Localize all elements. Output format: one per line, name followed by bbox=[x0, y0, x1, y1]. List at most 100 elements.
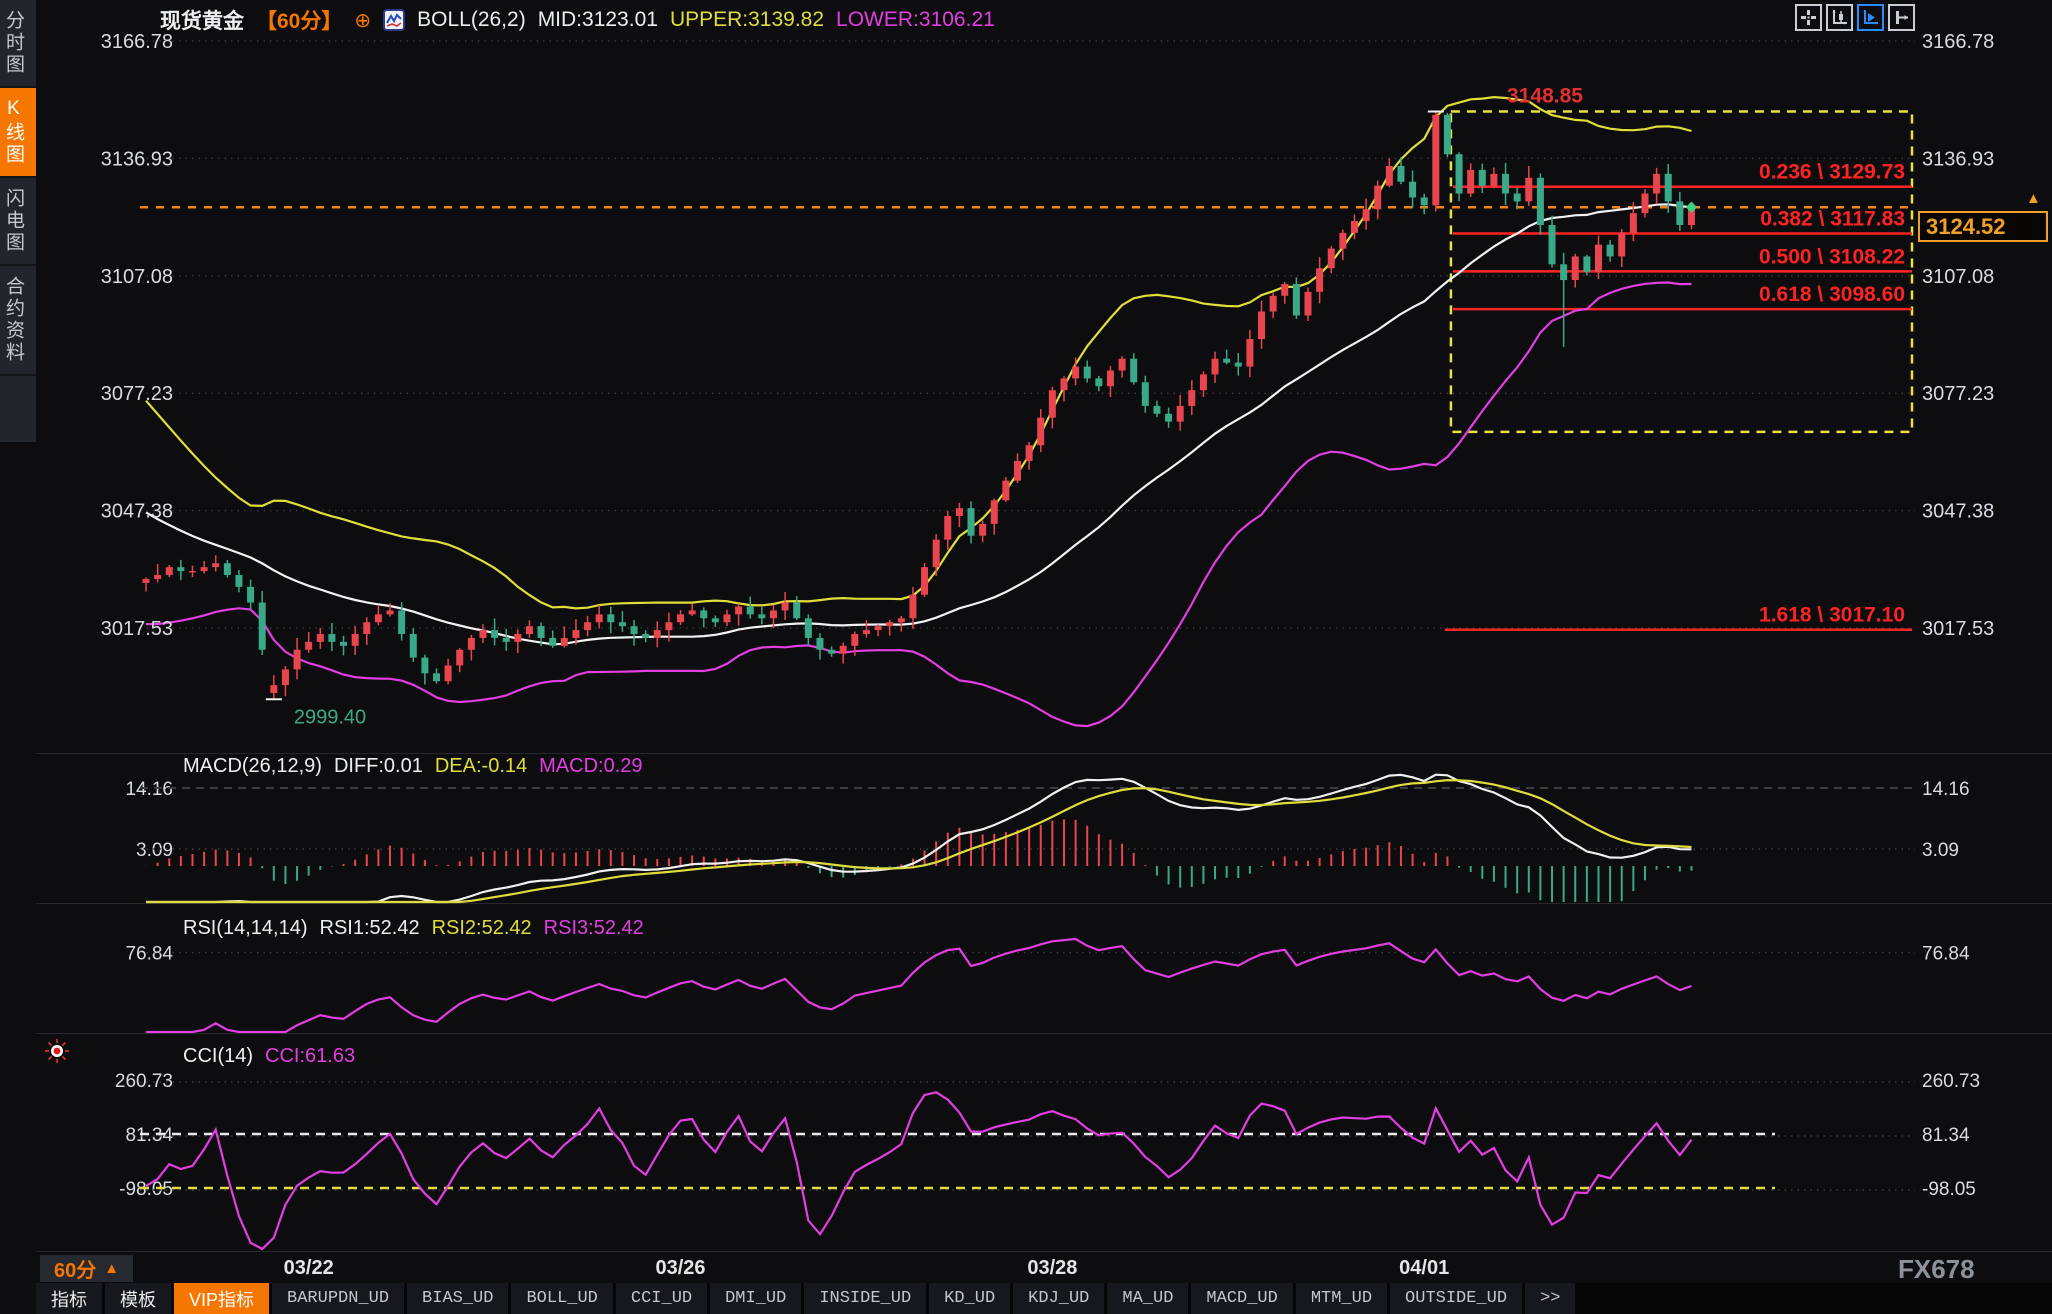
axis-labels-layer: 3166.78 3166.78 3136.93 3136.93 3107.08 3107.… bbox=[101, 31, 1995, 1200]
auto-scale-play-icon[interactable] bbox=[1857, 4, 1884, 31]
toolbar-tab-MACD_UD[interactable]: MACD_UD bbox=[1191, 1283, 1293, 1314]
fibonacci-layer[interactable]: 0.236 \ 3129.73 0.382 \ 3117.83 0.500 \ 31… bbox=[140, 110, 1915, 631]
candle bbox=[804, 614, 812, 646]
sidebar-item-3[interactable]: 合约资料 bbox=[0, 266, 36, 376]
watermark: FX678 bbox=[1898, 1254, 1975, 1284]
toolbar-tab-模板[interactable]: 模板 bbox=[105, 1283, 171, 1314]
sidebar-item-0[interactable]: 分时图 bbox=[0, 0, 36, 88]
period-badge[interactable]: 【60分】 bbox=[256, 10, 343, 33]
candle bbox=[1037, 409, 1045, 453]
candle bbox=[1560, 252, 1568, 347]
chart-header: 现货黄金 【60分】 ⊕ BOLL(26,2) MID:3123.01 UPPE… bbox=[160, 5, 995, 35]
candle bbox=[1258, 300, 1266, 349]
candle bbox=[1467, 163, 1475, 197]
candle bbox=[467, 634, 475, 661]
candle bbox=[862, 620, 870, 638]
candle bbox=[1362, 198, 1370, 230]
toolbar-tab-CCI_UD[interactable]: CCI_UD bbox=[615, 1283, 708, 1314]
candle bbox=[828, 646, 836, 657]
candle bbox=[351, 625, 359, 656]
candle bbox=[1316, 257, 1324, 304]
candle bbox=[1072, 357, 1080, 386]
toolbar-tab-OUTSIDE_UD[interactable]: OUTSIDE_UD bbox=[1390, 1283, 1523, 1314]
candle bbox=[1106, 366, 1114, 398]
candle bbox=[688, 603, 696, 616]
pan-crosshair-icon[interactable] bbox=[1795, 4, 1822, 31]
candle bbox=[1490, 167, 1498, 189]
candle bbox=[700, 607, 708, 628]
candle bbox=[793, 596, 801, 621]
candle bbox=[316, 627, 324, 649]
timeframe-button[interactable]: 60分 ▲ bbox=[40, 1255, 134, 1282]
candle bbox=[1676, 191, 1684, 231]
macd-name: MACD(26,12,9) bbox=[183, 755, 322, 777]
candle bbox=[1478, 163, 1486, 193]
candle bbox=[374, 605, 382, 626]
last-price-marker bbox=[1685, 201, 1698, 213]
candle bbox=[1664, 163, 1672, 213]
shift-chart-icon[interactable] bbox=[1888, 4, 1915, 31]
candle bbox=[607, 606, 615, 634]
boll-lower-line bbox=[146, 281, 1692, 728]
axis-label: 81.34 bbox=[1922, 1125, 1970, 1146]
subcharts-layer bbox=[140, 773, 1915, 1251]
axis-label: 81.34 bbox=[125, 1125, 173, 1146]
date-tick-03/28: 03/28 bbox=[1027, 1257, 1078, 1279]
sidebar-item-2[interactable]: 闪电图 bbox=[0, 178, 36, 266]
date-tick-03/26: 03/26 bbox=[655, 1257, 706, 1279]
candle bbox=[618, 611, 626, 632]
candle bbox=[1083, 360, 1091, 383]
axis-label: 3107.08 bbox=[1922, 266, 1994, 288]
axis-label: 76.84 bbox=[125, 944, 173, 965]
candle bbox=[560, 626, 568, 648]
toolbar-tab-KDJ_UD[interactable]: KDJ_UD bbox=[1013, 1283, 1105, 1314]
axis-scale-icon[interactable] bbox=[1826, 4, 1853, 31]
toolbar-tab-MA_UD[interactable]: MA_UD bbox=[1107, 1283, 1189, 1314]
sidebar-item-1[interactable]: K线图 bbox=[0, 88, 36, 178]
chart-style-icon[interactable] bbox=[383, 9, 406, 31]
axis-label: 3047.38 bbox=[1922, 501, 1994, 523]
candle bbox=[1269, 292, 1277, 319]
candle bbox=[1653, 167, 1661, 205]
candle bbox=[1513, 187, 1521, 210]
candle bbox=[1048, 386, 1056, 429]
macd-macd-value: MACD:0.29 bbox=[539, 755, 643, 777]
boll-mid-line bbox=[145, 203, 1692, 646]
candle bbox=[1583, 254, 1591, 276]
toolbar-tab-BIAS_UD[interactable]: BIAS_UD bbox=[407, 1283, 509, 1314]
cci-header: CCI(14) CCI:61.63 bbox=[183, 1045, 355, 1068]
candle bbox=[293, 637, 301, 680]
toolbar-tab-VIP指标[interactable]: VIP指标 bbox=[174, 1283, 270, 1314]
fib-box[interactable] bbox=[1449, 110, 1914, 434]
date-axis: 03/22 03/26 03/28 04/01 bbox=[0, 1252, 2052, 1283]
candle bbox=[525, 620, 533, 638]
toolbar-tab-KD_UD[interactable]: KD_UD bbox=[929, 1283, 1011, 1314]
current-price-box: 3124.52 bbox=[1918, 211, 2048, 242]
candle bbox=[281, 666, 289, 697]
candle bbox=[595, 604, 603, 629]
toolbar-more-chevron[interactable]: >> bbox=[1525, 1283, 1576, 1314]
axis-label: 3017.53 bbox=[1922, 618, 1994, 640]
toolbar-tab-指标[interactable]: 指标 bbox=[36, 1283, 102, 1314]
axis-label: 3136.93 bbox=[101, 148, 173, 170]
candle bbox=[572, 619, 580, 645]
toolbar-tab-BARUPDN_UD[interactable]: BARUPDN_UD bbox=[272, 1283, 405, 1314]
axis-label: 14.16 bbox=[1922, 779, 1970, 800]
add-indicator-icon[interactable]: ⊕ bbox=[354, 9, 372, 32]
toolbar-tab-DMI_UD[interactable]: DMI_UD bbox=[710, 1283, 802, 1314]
alert-sun-icon[interactable] bbox=[44, 1038, 70, 1069]
toolbar-tab-MTM_UD[interactable]: MTM_UD bbox=[1295, 1283, 1388, 1314]
timeframe-up-triangle-icon: ▲ bbox=[104, 1260, 120, 1277]
candle bbox=[456, 648, 464, 673]
candle bbox=[758, 607, 766, 625]
candle bbox=[1525, 166, 1533, 207]
boll-mid-value: MID:3123.01 bbox=[537, 8, 658, 31]
toolbar-tab-BOLL_UD[interactable]: BOLL_UD bbox=[511, 1283, 613, 1314]
symbol-name: 现货黄金 bbox=[160, 10, 244, 33]
candle bbox=[1629, 202, 1637, 241]
toolbar-tab-INSIDE_UD[interactable]: INSIDE_UD bbox=[804, 1283, 927, 1314]
candle bbox=[1153, 400, 1161, 418]
candle bbox=[990, 498, 998, 535]
date-tick-03/22: 03/22 bbox=[283, 1257, 334, 1279]
